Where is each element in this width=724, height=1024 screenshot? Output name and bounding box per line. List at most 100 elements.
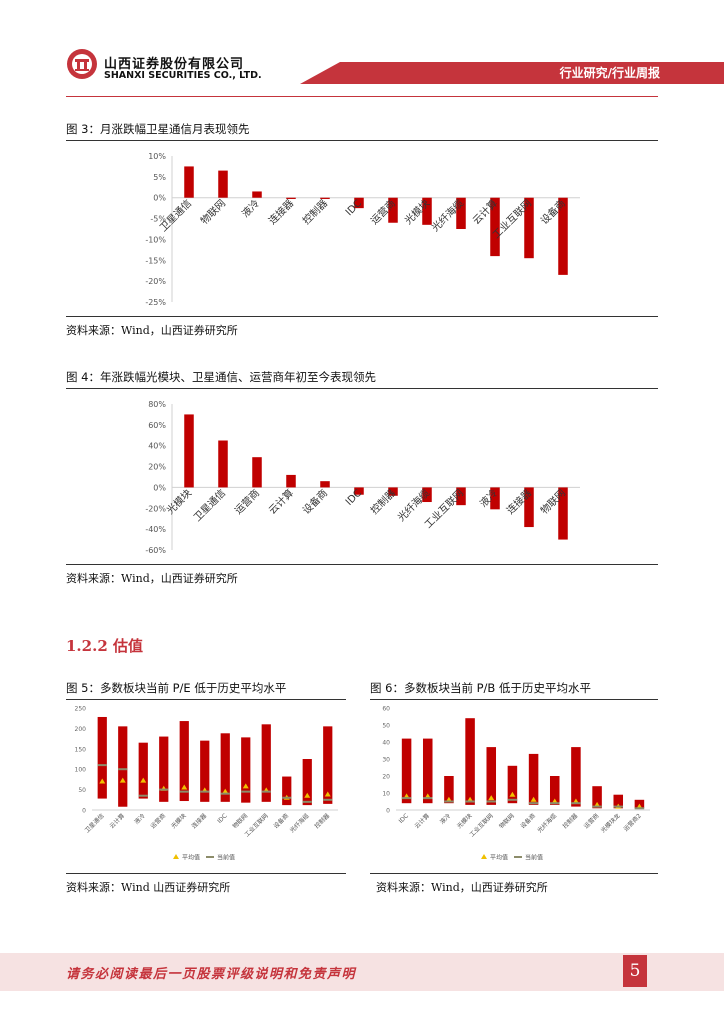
figure5-bottom-rule (66, 873, 346, 874)
figure5-range-bar (159, 736, 169, 802)
figure6-category-label: 光纤海缆 (536, 812, 559, 835)
figure6-average-marker (530, 796, 537, 802)
figure5-range-bar (282, 776, 292, 806)
figure6-top-rule (370, 699, 658, 700)
figure5-legend-average-label: 平均值 (182, 854, 200, 862)
figure3-bar (422, 197, 432, 225)
figure4-category-label: 光模块 (164, 486, 194, 516)
figure4-category-label: 云计算 (266, 486, 296, 516)
figure5-range-bar (302, 759, 312, 806)
figure4-ytick-label: 80% (148, 400, 166, 409)
figure3-bar (558, 197, 568, 275)
company-name-en: SHANXI SECURITIES CO., LTD. (104, 70, 262, 81)
figure4-category-label: 卫星通信 (191, 487, 228, 524)
figure3-bar (286, 197, 296, 199)
figure3-bar (456, 197, 466, 229)
figure3-ytick-label: -10% (145, 235, 166, 244)
figure5-category-label: 光纤海缆 (288, 812, 311, 835)
figure3-bottom-rule (66, 316, 658, 317)
figure3-category-label: 控制器 (300, 197, 330, 227)
page-number: 5 (623, 955, 647, 987)
figure3-category-label: 液冷 (239, 197, 262, 220)
footer-disclaimer: 请务必阅读最后一页股票评级说明和免责声明 (66, 967, 357, 982)
figure5-range-bar (200, 740, 210, 802)
figure6-category-label: 物联网 (497, 812, 515, 830)
figure6-ytick-label: 20 (382, 774, 390, 781)
figure5-ytick-label: 200 (75, 726, 87, 733)
figure4-chart: 80% 60% 40% 20% 0% -20% -40% -60% 光模块卫星通信 运营商 云计算设… (145, 400, 580, 555)
figure5-average-marker (140, 777, 147, 783)
figure6-average-marker (488, 795, 495, 801)
figure3-bar (524, 197, 534, 259)
figure6-category-label: 液冷 (438, 812, 452, 826)
figure4-bar (252, 457, 262, 488)
figure6-range-bar (465, 718, 475, 805)
figure5-ytick-label: 250 (75, 706, 87, 713)
figure5-average-marker (119, 777, 126, 783)
figure6-legend-average-label: 平均值 (490, 854, 508, 862)
figure6-range-bar (528, 753, 539, 805)
figure6-category-label: 运营商 (582, 812, 600, 830)
figure4-bar (422, 487, 432, 503)
figure5-caption: 图 5：多数板块当前 P/E 低于历史平均水平 (66, 681, 287, 695)
figure5-category-label: 液冷 (133, 812, 147, 826)
figure4-source: 资料来源：Wind，山西证券研究所 (66, 572, 238, 585)
figure6-range-bar (571, 747, 581, 807)
figure4-bar (490, 487, 500, 510)
figure6-ytick-label: 10 (382, 791, 390, 798)
figure5-range-bar (179, 721, 189, 802)
figure6-category-label: 光模块 (455, 812, 473, 830)
figure3-chart: 10%5%0%-5%-10%-15%-20%-25%卫星通信 物联网 液冷 连接器 控制… (145, 152, 580, 307)
figure6-range-bar (422, 738, 433, 804)
figure3-ytick-label: 5% (153, 173, 166, 182)
figure4-top-rule (66, 388, 658, 389)
figure4-ytick-label: 20% (148, 463, 166, 472)
figure3-source: 资料来源：Wind，山西证券研究所 (66, 324, 238, 337)
figure5-top-rule (66, 699, 346, 700)
figure4-bar (354, 487, 364, 495)
figure3-ytick-label: -20% (145, 277, 166, 286)
figure6-range-bar (401, 738, 412, 804)
figure6-ytick-label: 40 (382, 740, 390, 747)
figure3-ytick-label: 0% (153, 194, 166, 203)
figure6-ytick-label: 50 (382, 723, 390, 730)
figure4-bar (320, 481, 330, 488)
figure5-ytick-label: 100 (75, 767, 87, 774)
figure4-bar (558, 487, 568, 540)
figure3-category-label: 物联网 (198, 197, 228, 227)
figure5-range-bar (241, 737, 251, 803)
figure5-ytick-label: 50 (78, 787, 86, 794)
figure3-ytick-label: -15% (145, 256, 166, 265)
figure4-category-label: 光纤海缆 (395, 486, 432, 523)
figure5-average-marker (304, 792, 311, 798)
figure5-ytick-label: 150 (75, 746, 87, 753)
figure6-range-bar (486, 747, 497, 805)
figure4-ytick-label: -60% (145, 546, 166, 555)
figure4-bar (184, 414, 194, 488)
figure5-category-label: 设备商 (272, 812, 290, 830)
figure6-range-bar (507, 765, 518, 804)
figure5-category-label: 控制器 (313, 812, 331, 830)
figure3-bar (490, 197, 500, 257)
figure6-category-label: 控制器 (561, 812, 579, 830)
figure3-caption: 图 3：月涨跌幅卫星通信月表现领先 (66, 122, 250, 136)
figure5-source: 资料来源：Wind 山西证券研究所 (66, 881, 231, 894)
figure4-category-label: 设备商 (300, 486, 330, 516)
figure5-average-marker (242, 783, 249, 789)
figure6-category-label: 设备商 (519, 812, 537, 830)
figure5-range-bar (323, 726, 333, 804)
figure3-ytick-label: 10% (148, 152, 166, 161)
figure5-range-bar (97, 716, 107, 799)
figure5-range-bar (138, 742, 148, 799)
figure4-ytick-label: 60% (148, 421, 166, 430)
figure6-range-bar (444, 776, 454, 804)
figure5-category-label: 卫星通信 (83, 812, 106, 835)
figure6-caption: 图 6：多数板块当前 P/B 低于历史平均水平 (370, 681, 591, 695)
footer-band (0, 953, 724, 991)
figure5-average-marker (324, 791, 331, 797)
report-category: 行业研究/行业周报 (559, 66, 660, 80)
figure5-average-marker (181, 784, 188, 790)
figure6-range-bar (592, 786, 602, 809)
figure5-category-label: 连接器 (190, 812, 208, 830)
figure5-category-label: 物联网 (231, 812, 249, 830)
